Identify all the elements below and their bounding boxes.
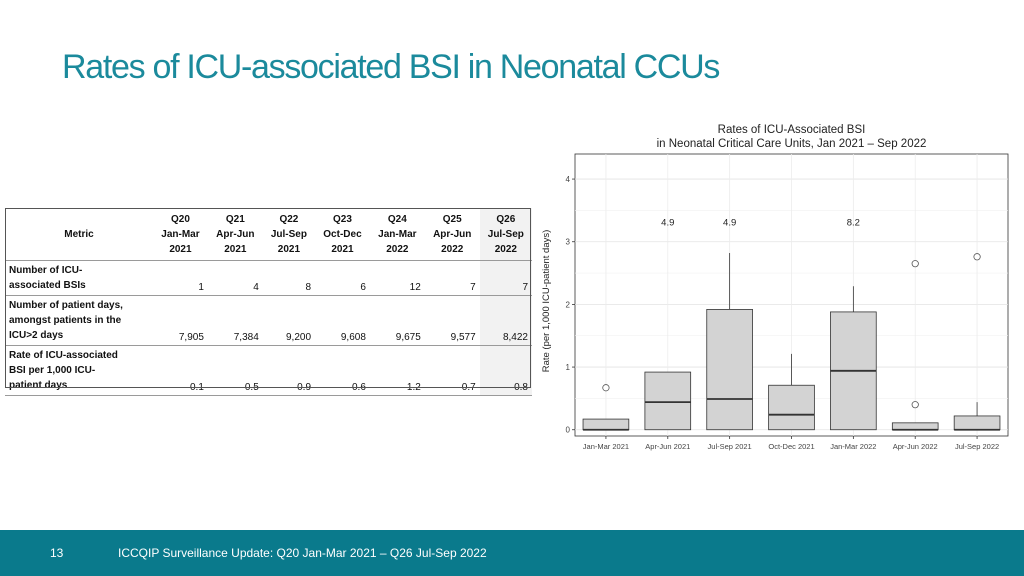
outlier-point bbox=[911, 401, 919, 409]
table-cell: 7,384 bbox=[233, 332, 259, 343]
box bbox=[582, 418, 630, 431]
y-tick-label: 3 bbox=[566, 238, 571, 247]
y-axis-label: Rate (per 1,000 ICU-patient days) bbox=[541, 230, 552, 373]
footer-bar bbox=[0, 530, 1024, 576]
x-tick-label: Oct-Dec 2021 bbox=[768, 442, 814, 451]
table-cell: 0.8 bbox=[479, 345, 532, 396]
outlier-point bbox=[973, 253, 981, 261]
table-cell: 9,675 bbox=[395, 332, 421, 343]
table-cell: 9,608 bbox=[340, 332, 366, 343]
table-cell: 0.1 bbox=[189, 382, 204, 393]
column-header: Q20 Jan-Mar 2021 bbox=[153, 208, 208, 261]
box bbox=[644, 371, 692, 431]
page-number: 13 bbox=[50, 546, 64, 560]
offscale-value-label: 4.9 bbox=[661, 217, 674, 228]
box bbox=[953, 415, 1001, 431]
box bbox=[768, 384, 815, 431]
footer-text: ICCQIP Surveillance Update: Q20 Jan-Mar … bbox=[118, 546, 487, 560]
x-tick-label: Jan-Mar 2022 bbox=[830, 442, 876, 451]
table-cell: 12 bbox=[409, 282, 421, 293]
table-cell: 6 bbox=[360, 282, 366, 293]
column-header: Q24 Jan-Mar 2022 bbox=[369, 208, 425, 261]
table-row: Rate of ICU-associated BSI per 1,000 ICU-… bbox=[5, 345, 532, 396]
table-cell: 0.5 bbox=[244, 382, 259, 393]
table-cell: 0.6 bbox=[352, 382, 366, 393]
table-cell: 9,577 bbox=[450, 332, 476, 343]
y-tick-label: 4 bbox=[566, 175, 571, 184]
table-cell: 1 bbox=[198, 282, 204, 293]
column-header: Q23 Oct-Dec 2021 bbox=[315, 208, 370, 261]
metrics-table: Metric Q20 Jan-Mar 2021 Q21 Apr-Jun 2021 Q22… bbox=[5, 208, 532, 396]
table-cell: 8,422 bbox=[479, 295, 532, 346]
box bbox=[891, 422, 939, 431]
x-tick-label: Apr-Jun 2022 bbox=[893, 442, 938, 451]
x-tick-label: Apr-Jun 2021 bbox=[645, 442, 690, 451]
table-row: Number of ICU-associated BSIs 1 4 8 6 12… bbox=[5, 260, 532, 296]
x-tick-label: Jan-Mar 2021 bbox=[583, 442, 629, 451]
metric-header: Metric bbox=[5, 208, 153, 261]
x-tick-label: Jul-Sep 2021 bbox=[708, 442, 752, 451]
x-tick-label: Jul-Sep 2022 bbox=[955, 442, 999, 451]
chart-title-line: in Neonatal Critical Care Units, Jan 202… bbox=[657, 138, 927, 150]
y-tick-label: 1 bbox=[566, 363, 571, 372]
table-cell: 7,905 bbox=[178, 332, 204, 343]
row-label: Number of ICU-associated BSIs bbox=[9, 265, 86, 291]
row-label: Rate of ICU-associated BSI per 1,000 ICU-… bbox=[9, 350, 118, 391]
table-cell: 8 bbox=[305, 282, 312, 293]
y-tick-label: 0 bbox=[566, 426, 571, 435]
column-header: Q22 Jul-Sep 2021 bbox=[262, 208, 316, 261]
row-label: Number of patient days, amongst patients … bbox=[9, 300, 123, 341]
page-title: Rates of ICU-associated BSI in Neonatal … bbox=[62, 48, 720, 86]
table-header-row: Metric Q20 Jan-Mar 2021 Q21 Apr-Jun 2021 Q22… bbox=[5, 208, 532, 261]
table-cell: 9,200 bbox=[285, 332, 312, 343]
column-header: Q21 Apr-Jun 2021 bbox=[207, 208, 263, 261]
column-header-highlighted: Q26 Jul-Sep 2022 bbox=[479, 208, 532, 261]
outlier-point bbox=[602, 384, 610, 392]
table-cell: 0.7 bbox=[461, 382, 476, 393]
chart-title-line: Rates of ICU-Associated BSI bbox=[718, 124, 866, 136]
table-row: Number of patient days, amongst patients … bbox=[5, 295, 532, 346]
table-cell: 1.2 bbox=[406, 382, 421, 393]
boxplot-chart: Rates of ICU-Associated BSI in Neonatal C… bbox=[541, 124, 1009, 451]
outlier-point bbox=[911, 260, 919, 268]
table-cell: 0.9 bbox=[297, 382, 312, 393]
offscale-value-label: 8.2 bbox=[847, 217, 860, 228]
y-tick-label: 2 bbox=[566, 300, 571, 309]
table-cell: 4 bbox=[253, 282, 259, 293]
table-cell: 7 bbox=[479, 260, 532, 296]
column-header: Q25 Apr-Jun 2022 bbox=[424, 208, 480, 261]
table-cell: 7 bbox=[470, 282, 476, 293]
offscale-value-label: 4.9 bbox=[723, 217, 736, 228]
box bbox=[706, 309, 753, 431]
